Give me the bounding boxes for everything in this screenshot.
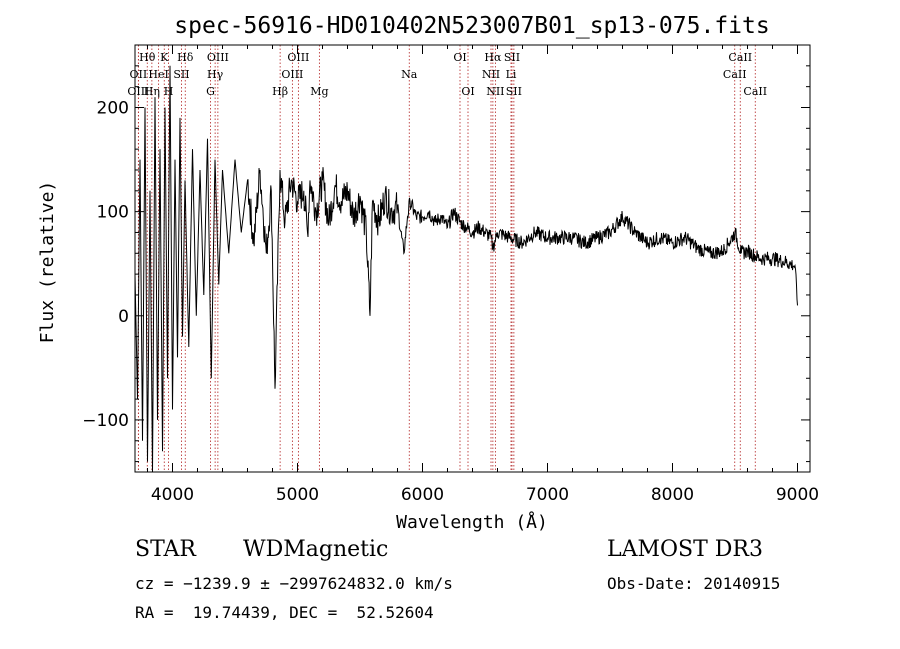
line-label-25: CaII <box>728 51 752 64</box>
x-tick-label-0: 4000 <box>151 485 194 505</box>
line-label-14: OIII <box>281 68 303 81</box>
line-label-17: OI <box>453 51 466 64</box>
line-label-9: OIII <box>207 51 229 64</box>
line-label-13: OIII <box>287 51 309 64</box>
line-label-16: Na <box>401 68 418 81</box>
object-class: STAR <box>135 537 196 562</box>
line-label-15: Mg <box>310 85 328 98</box>
x-axis-label: Wavelength (Å) <box>396 511 548 533</box>
x-axis-ticks: 4000 5000 6000 7000 8000 9000 <box>147 45 819 505</box>
line-label-11: G <box>206 85 215 98</box>
line-label-18: OI <box>461 85 474 98</box>
x-tick-label-4: 8000 <box>651 485 694 505</box>
line-label-5: K <box>160 51 169 64</box>
line-label-3: OIII <box>127 85 149 98</box>
survey-name: LAMOST DR3 <box>607 537 763 562</box>
x-tick-label-3: 7000 <box>526 485 569 505</box>
x-tick-label-1: 5000 <box>276 485 319 505</box>
plot-frame <box>134 44 811 473</box>
line-label-2: HeI <box>148 68 168 81</box>
x-tick-label-2: 6000 <box>401 485 444 505</box>
y-axis-label: Flux (relative) <box>37 181 58 344</box>
line-label-0: Hθ <box>139 51 156 64</box>
y-axis-ticks: −100 0 100 200 <box>82 44 810 463</box>
y-tick-label-3: 200 <box>97 98 129 118</box>
line-label-4: Hη <box>144 85 160 98</box>
ra-dec-coordinates: RA = 19.74439, DEC = 52.52604 <box>135 603 434 622</box>
line-label-27: CaII <box>743 85 767 98</box>
redshift-velocity: cz = −1239.9 ± −2997624832.0 km/s <box>135 574 453 593</box>
line-label-19: Hα <box>484 51 502 64</box>
line-label-26: CaII <box>723 68 747 81</box>
object-subclass: WDMagnetic <box>243 537 389 562</box>
line-label-23: Li <box>506 68 517 81</box>
line-label-20: NII <box>482 68 500 81</box>
line-label-22: SII <box>504 51 520 64</box>
line-label-10: Hγ <box>207 68 224 81</box>
observation-date: Obs-Date: 20140915 <box>607 574 781 593</box>
line-label-21: NII <box>486 85 504 98</box>
line-label-1: OII <box>130 68 148 81</box>
flux-series-line <box>134 65 798 473</box>
x-tick-label-5: 9000 <box>776 485 819 505</box>
spectral-line-markers <box>137 45 756 472</box>
line-label-8: SII <box>173 68 189 81</box>
y-tick-label-0: −100 <box>82 411 129 431</box>
y-tick-label-1: 0 <box>118 307 129 327</box>
line-label-12: Hβ <box>272 85 288 98</box>
chart-title: spec-56916-HD010402N523007B01_sp13-075.f… <box>174 13 769 39</box>
spectrum-chart: spec-56916-HD010402N523007B01_sp13-075.f… <box>37 13 819 533</box>
y-tick-label-2: 100 <box>97 203 129 223</box>
line-label-24: SII <box>506 85 522 98</box>
line-label-6: H <box>164 85 174 98</box>
line-label-7: Hδ <box>177 51 194 64</box>
